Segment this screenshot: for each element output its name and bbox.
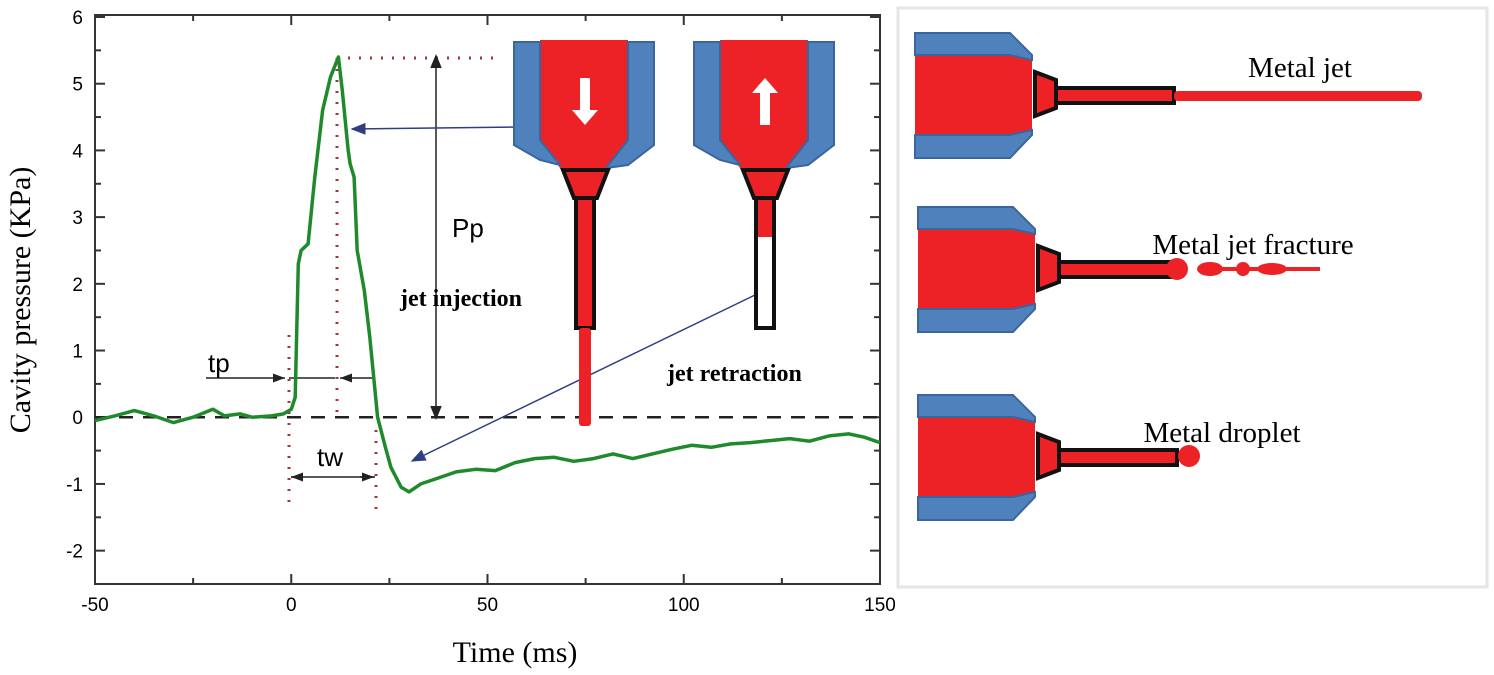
annotation-jet-retraction: jet retraction: [666, 361, 802, 387]
x-tick-label: -50: [81, 595, 108, 616]
pressure-curve: [94, 55, 881, 494]
nozzle-metal-droplet: [917, 394, 1179, 521]
y-tick-label: 5: [72, 75, 83, 96]
metal-jet-stream: [1174, 91, 1422, 101]
axis-ticks: [94, 15, 881, 585]
pointer-arrow-injection: [350, 122, 521, 135]
annotation-tw: tw: [317, 442, 343, 472]
y-tick-label: 2: [72, 275, 83, 296]
nozzle-metal-jet: [914, 32, 1176, 159]
y-tick-label: 6: [72, 8, 83, 29]
nozzle-injection-diagram: [513, 40, 655, 426]
nozzle-retraction-diagram: [693, 40, 835, 330]
arrow-up-icon: [752, 78, 778, 125]
arrow-down-icon: [572, 78, 598, 125]
annotation-tp: tp: [208, 348, 230, 378]
y-axis-label: Cavity pressure (KPa): [4, 167, 37, 434]
annotation-jet-injection: jet injection: [399, 286, 522, 312]
x-tick-label: 50: [477, 595, 498, 616]
y-tick-label: -2: [66, 542, 83, 563]
y-tick-label: 0: [72, 408, 83, 429]
fractured-droplets: [1166, 258, 1320, 280]
label-metal-droplet: Metal droplet: [1143, 417, 1300, 449]
x-tick-label: 150: [864, 595, 896, 616]
tick-labels: -2 -1 0 1 2 3 4 5 6 -50 0 50 100 150: [66, 8, 896, 616]
x-tick-label: 100: [668, 595, 700, 616]
measure-arrows: [206, 54, 442, 482]
y-tick-label: 4: [72, 141, 83, 162]
label-metal-jet: Metal jet: [1248, 52, 1352, 84]
nozzle-metal-jet-fracture: [917, 206, 1179, 333]
x-tick-label: 0: [286, 595, 297, 616]
annotation-pp: Pp: [452, 213, 484, 243]
label-metal-jet-fracture: Metal jet fracture: [1152, 229, 1353, 261]
guide-lines: [287, 56, 500, 510]
y-tick-label: 3: [72, 208, 83, 229]
x-axis-label: Time (ms): [453, 636, 578, 669]
y-tick-label: -1: [66, 475, 83, 496]
y-tick-label: 1: [72, 342, 83, 363]
metal-droplet: [1178, 445, 1200, 467]
